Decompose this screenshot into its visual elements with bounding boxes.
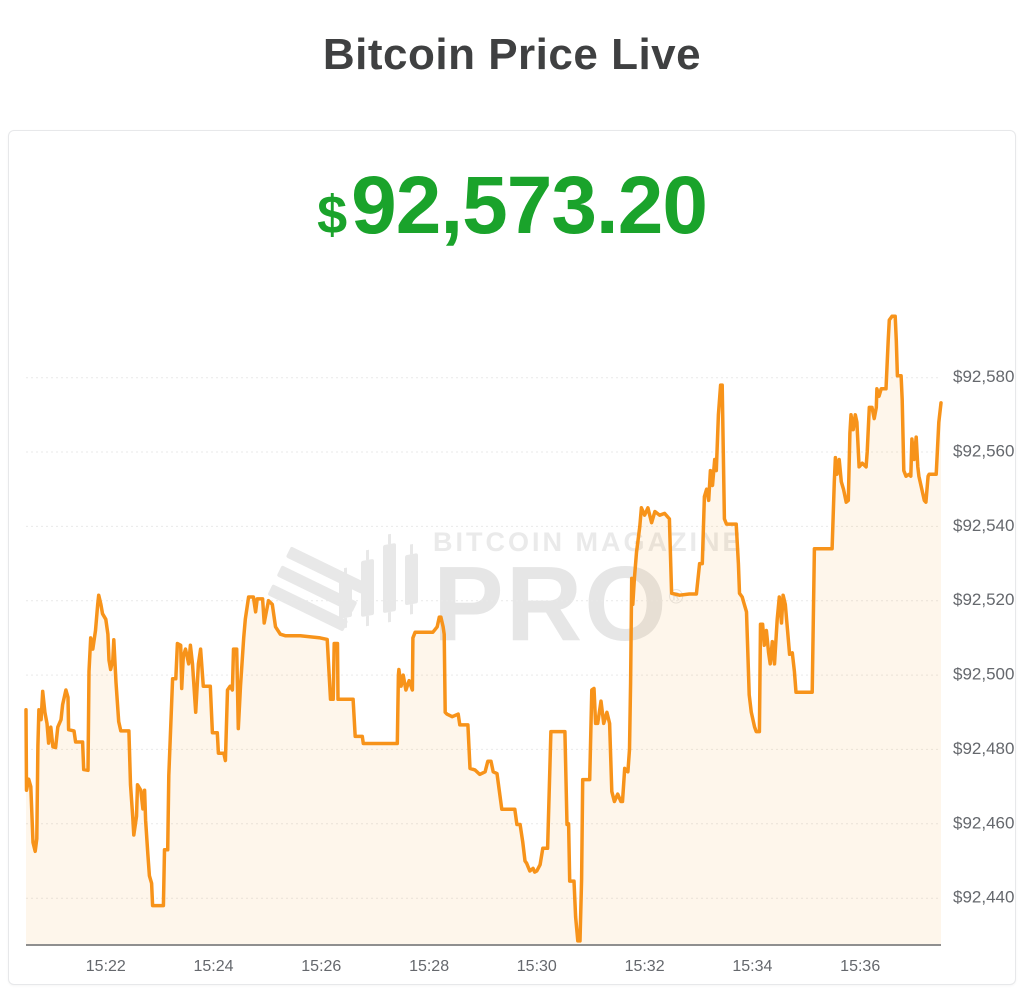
- svg-text:$92,580: $92,580: [953, 367, 1014, 386]
- page-title: Bitcoin Price Live: [322, 30, 702, 79]
- svg-text:$92,520: $92,520: [953, 590, 1014, 609]
- svg-text:$92,500: $92,500: [953, 665, 1014, 684]
- svg-text:15:26: 15:26: [301, 958, 341, 975]
- svg-text:$92,480: $92,480: [953, 739, 1014, 758]
- svg-text:$92,540: $92,540: [953, 516, 1014, 535]
- svg-text:$92,560: $92,560: [953, 441, 1014, 460]
- price-value: 92,573.20: [351, 160, 708, 251]
- svg-text:15:36: 15:36: [840, 958, 880, 975]
- price-chart-card: $ 92,573.20 BITCOIN MAGAZINE PRO® $92,44…: [8, 130, 1016, 985]
- watermark-brand-text: BITCOIN MAGAZINE: [433, 527, 744, 557]
- price-currency-symbol: $: [317, 185, 348, 245]
- live-price: $ 92,573.20: [9, 159, 1015, 253]
- svg-text:$92,460: $92,460: [953, 813, 1014, 832]
- svg-text:15:24: 15:24: [193, 958, 233, 975]
- price-line-chart: $92,440 $92,460 $92,480 $92,500 $92,520 $92,5…: [24, 314, 1014, 975]
- svg-text:15:32: 15:32: [625, 958, 665, 975]
- svg-text:15:22: 15:22: [86, 958, 126, 975]
- svg-text:15:34: 15:34: [732, 958, 772, 975]
- svg-text:$92,440: $92,440: [953, 888, 1014, 907]
- svg-text:15:28: 15:28: [409, 958, 449, 975]
- svg-text:15:30: 15:30: [517, 958, 557, 975]
